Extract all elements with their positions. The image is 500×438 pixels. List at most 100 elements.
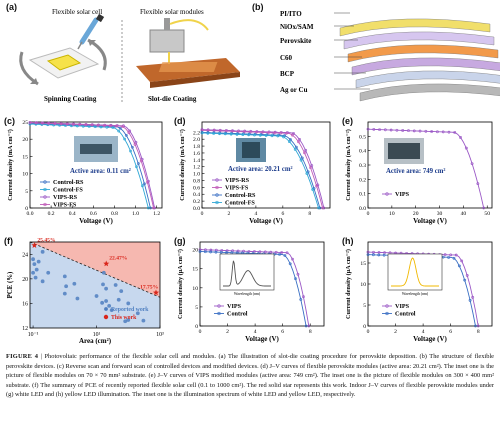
layer-shape: [351, 57, 500, 76]
x-tick-label: 0.2: [48, 211, 55, 217]
legend-label: Control-RS: [225, 192, 256, 199]
data-point: [304, 324, 308, 328]
x-tick-label: 6: [449, 329, 452, 335]
data-point: [372, 250, 375, 254]
inset-xlabel: Wavelength (nm): [234, 292, 261, 296]
data-point: [254, 130, 258, 134]
data-point: [278, 131, 282, 135]
y-tick-label: 0.6: [193, 185, 200, 191]
data-point: [418, 129, 422, 133]
y-axis-label: Current density (mA cm⁻²): [7, 129, 14, 201]
data-point: [47, 121, 50, 125]
x-tick-label: 0: [367, 211, 370, 217]
data-point: [223, 132, 227, 136]
y-tick-label: 5: [363, 303, 366, 309]
panel-b: (b) PI/ITO NiOx/SAM Perovskite C60 BCP Ag or …: [250, 0, 500, 112]
x-axis-label: Voltage (V): [413, 217, 447, 225]
y-tick-label: 16: [22, 301, 28, 307]
data-point: [464, 146, 468, 150]
data-point: [294, 145, 298, 149]
y-tick-label: 10: [360, 282, 366, 288]
slot-die-icon: [136, 18, 240, 88]
y-tick-label: 0.2: [359, 177, 366, 183]
reported-point: [101, 270, 106, 275]
data-point: [443, 253, 447, 257]
y-tick-label: 12: [22, 326, 28, 332]
data-point: [152, 206, 155, 210]
data-point: [296, 272, 300, 276]
data-point: [366, 253, 370, 257]
layer-shape: [339, 18, 491, 37]
legend-label: VIPS: [395, 191, 410, 198]
y-tick-label: 5: [25, 189, 28, 195]
data-point: [294, 277, 297, 281]
data-point: [274, 250, 278, 254]
series-line: [199, 249, 310, 327]
data-point: [272, 131, 276, 135]
slot-label: Slot-die Coating: [148, 95, 197, 103]
caption-text: | Photovoltaic performance of the flexib…: [6, 353, 494, 399]
y-tick-label: 15: [22, 154, 28, 160]
data-point: [278, 253, 281, 256]
y-tick-label: 1.6: [193, 151, 200, 157]
plot-frame: [201, 121, 331, 209]
data-point: [317, 206, 320, 210]
data-point: [253, 250, 256, 253]
y-axis-label: PCE (%): [7, 272, 14, 299]
data-point: [218, 132, 221, 136]
plot-frame: [29, 121, 163, 209]
x-tick-label: 4: [254, 329, 257, 335]
data-point: [266, 131, 270, 135]
reported-point: [34, 267, 39, 272]
data-point: [291, 133, 294, 137]
inset-frame: [219, 253, 275, 291]
data-point: [198, 250, 202, 253]
jv-chart-d: 0 2 4 6 8 0.00.20.40.60.81.01.21.41.61.82.02.…: [179, 121, 331, 225]
data-point: [447, 130, 451, 134]
legend-marker: [217, 304, 221, 308]
data-point: [474, 324, 477, 328]
y-tick-label: 1.4: [193, 158, 200, 164]
layer-shape: [359, 83, 500, 102]
x-tick-label: 10¹: [93, 332, 101, 338]
data-point: [378, 128, 381, 131]
data-point: [115, 124, 118, 128]
legend-label: VIPS-RS: [225, 177, 250, 184]
x-tick-label: 8: [308, 211, 311, 217]
legend-label: VIPS-FS: [225, 185, 249, 192]
data-point: [248, 130, 252, 134]
data-point: [258, 250, 262, 254]
panel-label: (e): [342, 116, 353, 126]
data-point: [241, 133, 245, 136]
data-point: [145, 180, 149, 184]
data-point: [441, 130, 445, 134]
data-point: [99, 125, 103, 129]
this-work-star: [31, 242, 38, 248]
data-point: [311, 188, 315, 191]
data-point: [102, 124, 106, 127]
data-point: [457, 264, 461, 268]
legend-marker: [43, 195, 47, 199]
data-point: [96, 123, 100, 127]
jv-chart-e: 0 10 20 30 40 50 0.0 0.1 0.2 0.3 0.4 0.5 VIPS Voltage…: [345, 121, 493, 225]
x-axis-label: Voltage (V): [79, 217, 113, 225]
data-point: [318, 206, 322, 210]
data-point: [476, 324, 480, 328]
data-point: [310, 164, 314, 167]
reported-point: [119, 289, 124, 294]
data-point: [146, 206, 150, 210]
y-axis-label: Current density (mA cm⁻²): [345, 129, 352, 201]
data-point: [401, 129, 405, 132]
data-point: [71, 122, 75, 126]
y-tick-label: 15: [192, 267, 198, 273]
data-point: [135, 165, 138, 169]
layer-label: PI/ITO: [280, 10, 302, 18]
y-tick-label: 0.0: [359, 206, 366, 212]
data-point: [280, 251, 284, 254]
panel-label: (b): [252, 2, 264, 12]
this-work-star: [103, 260, 110, 267]
pce-area-chart: 10⁻¹ 10¹ 10³ 12 16 20 24 25.45% 22.47% 17.75% Repo…: [7, 237, 164, 345]
legend-label: Reported work: [111, 307, 149, 313]
data-point: [34, 121, 38, 125]
x-tick-label: 8: [309, 329, 312, 335]
